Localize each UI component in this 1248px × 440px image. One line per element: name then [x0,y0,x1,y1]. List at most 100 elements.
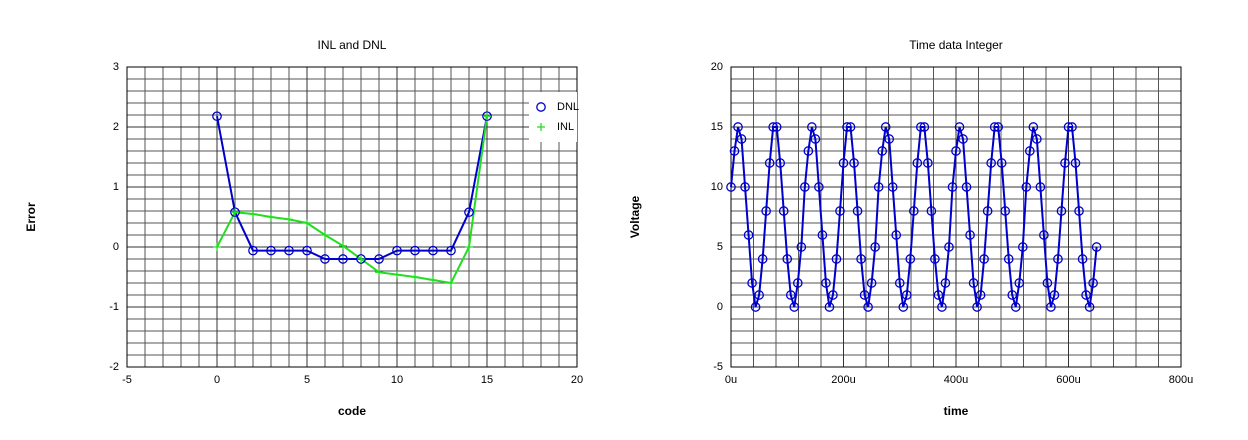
marker [961,182,972,192]
x-tick-label: 20 [571,374,583,386]
marker [905,254,916,264]
y-tick-label: -1 [109,301,119,313]
plot-frame [730,66,1182,368]
marker [782,254,793,264]
marker [828,290,838,300]
marker [901,290,912,300]
marker [1010,302,1021,312]
marker [849,158,859,168]
marker [248,245,258,256]
legend-marker [536,102,546,112]
x-tick-label: 10 [391,374,403,386]
marker [1053,254,1063,264]
marker [231,208,239,217]
marker [446,245,456,256]
marker [465,243,473,251]
marker [1081,290,1091,300]
y-tick-label: 3 [113,61,119,73]
marker [1091,242,1102,252]
marker [894,278,905,288]
marker [761,206,772,216]
marker [750,302,761,312]
marker [429,276,437,284]
plot-frame [126,66,578,368]
chart: Time data Integer time Voltage 0u 200u 400u 60… [628,38,1193,418]
marker [1028,122,1039,132]
y-axis-label: Error [24,202,38,232]
marker [986,158,997,168]
marker [989,122,1000,132]
marker [1077,254,1088,264]
marker [1049,290,1060,300]
marker [817,230,828,240]
marker [302,245,312,256]
y-tick-label: 15 [711,121,723,133]
x-axis-label: code [338,404,366,418]
marker [870,242,880,252]
marker [771,122,782,132]
series-line [216,116,488,260]
marker [339,241,347,250]
chart: INL and DNL code Error -5 0 5 10 15 20 -2 -1 0 1 2 3 DN… [24,38,583,418]
marker [1035,182,1046,192]
marker [785,290,796,300]
marker [392,245,402,256]
marker [831,254,842,264]
marker [803,146,814,156]
marker [993,122,1004,132]
marker [338,254,348,264]
marker [1007,290,1018,300]
x-tick-label: 15 [481,374,493,386]
marker [285,215,293,224]
marker [877,146,888,156]
marker [1042,278,1053,288]
y-tick-label: 5 [717,241,723,253]
marker [789,302,800,312]
marker [1046,302,1056,312]
x-axis-label: time [944,404,969,418]
marker [266,245,276,256]
marker [284,245,294,256]
y-tick-label: -2 [109,361,119,373]
marker [212,111,222,122]
marker [915,122,926,132]
x-tick-label: 800u [1169,374,1193,386]
marker [267,213,275,221]
marker [411,273,419,281]
marker [736,134,747,144]
marker [958,134,968,144]
y-tick-label: 1 [113,181,119,193]
marker [799,182,810,192]
marker [912,158,923,168]
marker [940,278,951,288]
marker [880,122,891,132]
marker [482,111,492,122]
y-axis-label: Voltage [628,195,642,238]
marker [249,210,257,218]
marker [1067,122,1077,132]
marker [937,302,947,312]
marker [954,122,965,132]
marker [824,302,835,312]
marker [898,302,909,312]
marker [944,242,954,252]
marker [982,206,993,216]
marker [996,158,1007,168]
chart-title: Time data Integer [909,38,1003,52]
marker [374,254,384,264]
y-tick-label: 2 [113,121,119,133]
y-tick-label: 0 [113,241,119,253]
marker [320,254,330,264]
marker [792,278,803,288]
marker [884,134,895,144]
chart-title: INL and DNL [318,38,387,52]
marker [1021,182,1032,192]
marker [743,230,754,240]
marker [1088,278,1098,288]
legend-label: INL [557,121,574,133]
marker [1084,302,1095,312]
marker [230,207,240,218]
marker [464,207,474,218]
marker [757,254,768,264]
marker [778,206,789,216]
